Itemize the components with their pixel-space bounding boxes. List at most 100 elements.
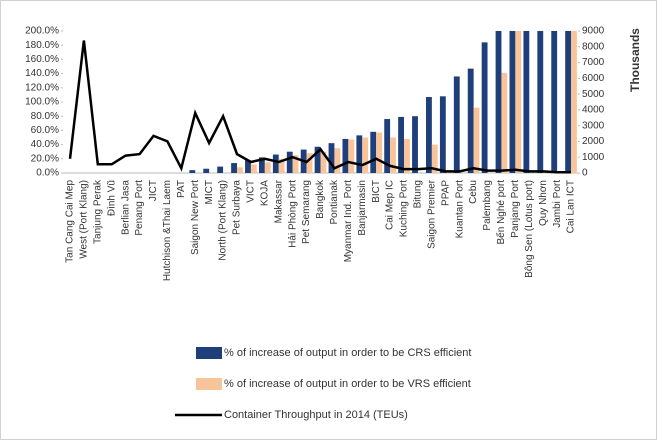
bar: [356, 135, 363, 173]
x-tick-label: Banjarmasin: [357, 180, 368, 236]
x-tick-label: Bông Sen (Lotus port): [524, 180, 535, 278]
x-tick-label: JICT: [148, 180, 159, 201]
y-tick-label: 20.0%: [31, 153, 59, 164]
bar: [551, 31, 558, 173]
bar: [571, 31, 577, 173]
y2-tick-label: 6000: [582, 73, 605, 84]
legend-label: % of increase of output in order to be C…: [224, 347, 471, 359]
bar: [203, 168, 210, 173]
line: [68, 40, 571, 174]
y2-tick-label: 8000: [582, 41, 605, 52]
legend-label: % of increase of output in order to be V…: [224, 378, 471, 390]
bar: [231, 163, 237, 173]
bar: [453, 76, 460, 173]
x-tick-label: Myanmar Ind. Port: [343, 180, 354, 262]
bar: [404, 138, 410, 173]
x-tick-label: PAT: [176, 180, 187, 198]
x-tick-label: Pet Semarang: [301, 180, 312, 244]
bar: [523, 31, 530, 173]
x-tick-label: Tanjung Perak: [92, 179, 103, 244]
bar: [278, 158, 285, 173]
y2-tick-label: 0: [582, 168, 588, 179]
y-tick-label: 140.0%: [25, 68, 59, 79]
x-tick-label: BICT: [371, 180, 382, 203]
x-tick-label: Panjang Port: [510, 180, 521, 238]
bar: [362, 137, 369, 173]
y-tick-label: 160.0%: [25, 54, 59, 65]
x-tick-label: Jambi Port: [552, 180, 563, 228]
x-tick-label: Hải Phòng Port: [287, 180, 298, 248]
x-tick-label: Palembang: [482, 180, 493, 231]
bar: [515, 31, 522, 173]
y2-tick-label: 2000: [582, 136, 605, 147]
y2-tick-label: 4000: [582, 105, 605, 116]
y-tick-label: 200.0%: [25, 26, 59, 37]
bar: [398, 116, 405, 173]
x-tick-label: Hutchison &Thai Laem: [162, 180, 173, 281]
bar: [236, 167, 243, 173]
x-tick-label: Cai Lan ICT: [566, 180, 577, 233]
x-tick-label: KOJA: [259, 180, 270, 206]
bar: [342, 138, 349, 173]
bar: [314, 146, 321, 173]
legend-swatch: [196, 378, 222, 390]
x-tick-label: Saigon Premier: [426, 179, 437, 249]
bar: [245, 160, 251, 173]
x-tick-label: Berlian Jasa: [120, 180, 131, 235]
bar: [328, 143, 335, 173]
y-tick-label: 0.0%: [36, 168, 59, 179]
legend-swatch: [196, 347, 222, 359]
y-tick-label: 180.0%: [25, 40, 59, 51]
y2-tick-label: 9000: [582, 26, 605, 37]
x-tick-label: VICT: [246, 180, 257, 203]
bar: [334, 148, 341, 173]
x-tick-label: North (Port Klang): [218, 180, 229, 261]
x-tick-label: Penang Port: [134, 180, 145, 236]
bar: [272, 154, 279, 173]
x-tick-label: Bến Nghé port: [495, 180, 507, 245]
y-tick-label: 100.0%: [25, 97, 59, 108]
x-tick-label: Saigon New Port: [190, 180, 201, 255]
bar: [439, 96, 446, 173]
bar: [412, 116, 418, 173]
bar: [189, 170, 196, 173]
y-tick-label: 40.0%: [31, 139, 59, 150]
x-tick-label: MICT: [204, 180, 215, 204]
bar: [473, 107, 480, 173]
y2-tick-label: 5000: [582, 89, 605, 100]
x-tick-label: Pet Surbaya: [232, 180, 243, 235]
x-tick-label: Bangkok: [315, 179, 326, 219]
x-tick-label: Quy Nhơn: [538, 180, 549, 226]
bar: [390, 137, 396, 173]
x-tick-label: Kuching Port: [399, 180, 410, 237]
bar: [264, 162, 271, 173]
bar: [384, 119, 391, 173]
bar: [258, 157, 265, 173]
x-tick-label: PPAP: [440, 180, 451, 206]
bar: [370, 131, 377, 173]
bar: [426, 97, 432, 173]
x-tick-label: Makassar: [273, 179, 284, 223]
bar: [501, 72, 508, 173]
y2-tick-label: 1000: [582, 152, 605, 163]
y2-tick-label: 7000: [582, 57, 605, 68]
y-tick-label: 60.0%: [31, 125, 59, 136]
x-tick-label: Bitung: [413, 180, 424, 208]
x-tick-label: Pontianak: [329, 179, 340, 224]
x-tick-label: Cebu: [468, 180, 479, 204]
x-tick-label: Kuantan Port: [454, 180, 465, 239]
x-tick-label: West (Port Klang): [79, 180, 90, 259]
bar: [537, 31, 544, 173]
x-tick-label: Đình Vũ: [106, 180, 117, 216]
bar: [565, 31, 572, 173]
x-tick-label: Tan Cang Cai Mep: [65, 180, 76, 263]
bar: [376, 132, 383, 173]
bar: [250, 164, 257, 173]
bar: [286, 151, 293, 173]
bar: [320, 151, 327, 173]
bar: [348, 139, 355, 173]
y-tick-label: 80.0%: [31, 111, 59, 122]
